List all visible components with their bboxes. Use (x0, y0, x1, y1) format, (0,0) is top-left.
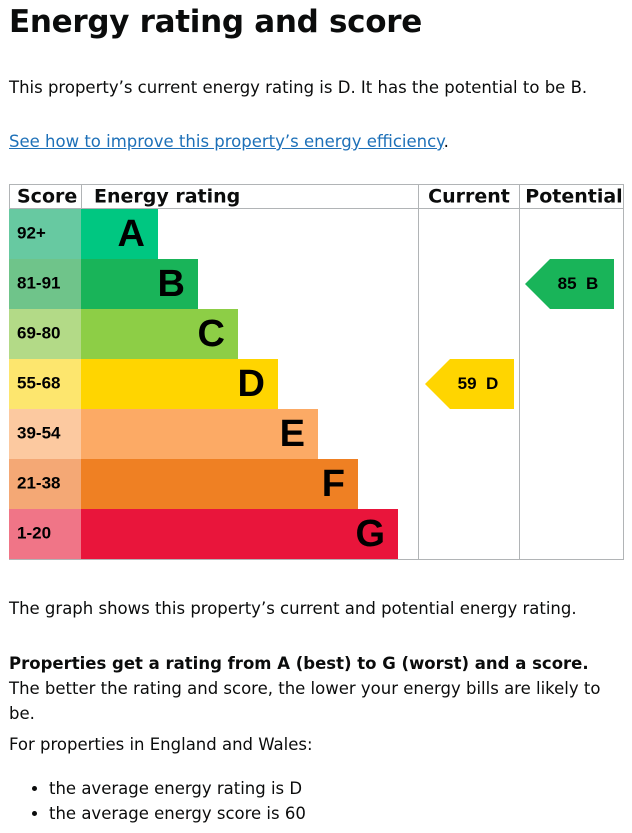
score-cell (9, 309, 81, 359)
score-cell (9, 409, 81, 459)
average-item: the average energy score is 60 (49, 801, 306, 826)
current-rating: D (486, 374, 498, 393)
potential-arrow (525, 259, 614, 309)
average-list: the average energy rating is D the avera… (9, 776, 306, 826)
header-rating: Energy rating (94, 186, 240, 208)
header-potential: Potential (525, 186, 622, 208)
band-score: 69-80 (17, 323, 60, 342)
energy-rating-chart: Score Energy rating Current Potential 92… (9, 184, 624, 560)
potential-score: 85 (558, 274, 577, 293)
band-letter: B (158, 263, 185, 305)
rating-note-text: The better the rating and score, the low… (9, 679, 601, 723)
band-letter: E (280, 413, 305, 455)
rating-bar (81, 359, 278, 409)
link-line: See how to improve this property’s energ… (9, 129, 449, 154)
band-score: 92+ (17, 223, 46, 242)
potential-label: 85 B (558, 274, 599, 293)
score-cell (9, 259, 81, 309)
score-cell (9, 509, 81, 559)
rating-note-bold: Properties get a rating from A (best) to… (9, 654, 589, 673)
score-cell (9, 209, 81, 259)
score-cell (9, 359, 81, 409)
band-score: 39-54 (17, 423, 61, 442)
page-title: Energy rating and score (9, 4, 422, 40)
rating-bar (81, 509, 398, 559)
band-score: 21-38 (17, 473, 60, 492)
current-label: 59 D (458, 374, 499, 393)
band-score: 1-20 (17, 523, 51, 542)
graph-note: The graph shows this property’s current … (9, 599, 577, 618)
rating-bar (81, 259, 198, 309)
header-score: Score (17, 186, 77, 208)
rating-bar (81, 409, 318, 459)
link-tail: . (443, 132, 449, 151)
current-score: 59 (458, 374, 477, 393)
band-letter: D (238, 363, 265, 405)
potential-rating: B (586, 274, 598, 293)
score-cell (9, 459, 81, 509)
current-arrow (425, 359, 514, 409)
intro: This property’s current energy rating is… (9, 78, 588, 97)
band-letter: G (355, 513, 385, 555)
band-letter: A (118, 213, 145, 255)
rating-bar (81, 209, 158, 259)
header-current: Current (428, 186, 510, 208)
rating-bar (81, 309, 238, 359)
average-intro: For properties in England and Wales: (9, 735, 313, 754)
band-score: 81-91 (17, 273, 60, 292)
band-letter: C (198, 313, 225, 355)
improve-link[interactable]: See how to improve this property’s energ… (9, 132, 444, 151)
band-score: 55-68 (17, 373, 60, 392)
rating-note: Properties get a rating from A (best) to… (9, 651, 623, 726)
average-item: the average energy rating is D (49, 776, 306, 801)
rating-bar (81, 459, 358, 509)
band-letter: F (322, 463, 345, 505)
